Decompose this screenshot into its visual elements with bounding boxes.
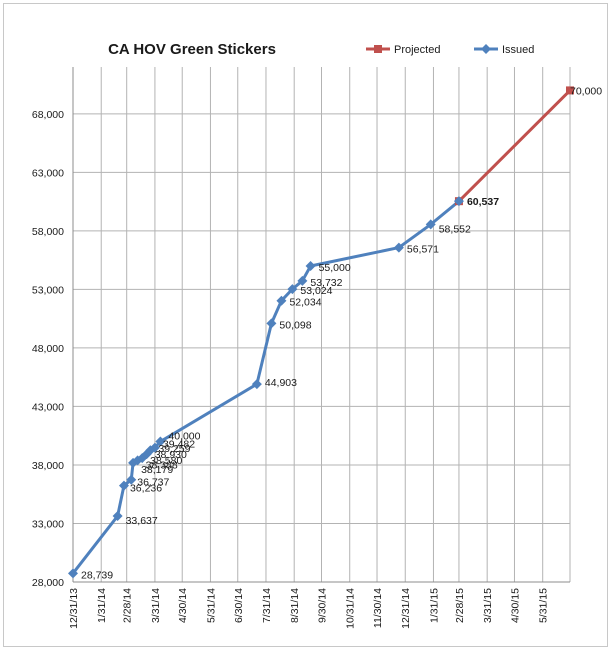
y-tick-label: 53,000 (32, 284, 64, 296)
marker-issued (287, 284, 298, 295)
data-label: 56,571 (407, 244, 439, 256)
data-label: 70,000 (570, 85, 602, 97)
x-tick-label: 11/30/14 (372, 588, 384, 628)
data-label: 28,739 (81, 569, 113, 581)
legend-label-issued: Issued (502, 44, 534, 56)
marker-issued (297, 275, 308, 286)
legend-label-projected: Projected (394, 44, 440, 56)
series-markers (68, 86, 574, 579)
marker-issued (276, 295, 287, 306)
x-tick-label: 8/31/14 (289, 588, 301, 623)
y-axis-tick-labels: 28,000 33,000 38,000 43,000 48,000 53,000 58,0… (32, 109, 64, 589)
data-label: 58,552 (439, 223, 471, 235)
axes (72, 67, 570, 583)
x-tick-label: 10/31/14 (345, 588, 357, 629)
data-label: 53,024 (300, 285, 332, 297)
marker-issued (425, 219, 436, 230)
series-line-projected (457, 89, 572, 203)
x-tick-label: 3/31/15 (482, 588, 494, 623)
data-label: 52,034 (289, 297, 321, 309)
x-tick-label: 4/30/15 (509, 588, 521, 623)
marker-issued (112, 511, 123, 522)
data-label: 60,537 (467, 196, 499, 208)
x-axis-tick-labels: 12/31/13 1/31/14 2/28/14 3/31/14 4/30/14 5/31… (68, 588, 550, 629)
y-tick-label: 28,000 (32, 577, 64, 589)
marker-issued (305, 260, 316, 271)
marker-issued (266, 318, 277, 329)
marker-issued (393, 242, 404, 253)
y-tick-label: 43,000 (32, 401, 64, 413)
x-tick-label: 3/31/14 (150, 588, 162, 623)
marker-issued (251, 379, 262, 390)
marker-issued (118, 480, 129, 491)
data-label: 38,179 (141, 464, 173, 476)
y-tick-label: 68,000 (32, 109, 64, 121)
marker-issued (453, 196, 464, 207)
data-label: 36,236 (130, 483, 162, 495)
chart-title: CA HOV Green Stickers (108, 41, 276, 58)
legend-marker-projected (374, 45, 382, 53)
y-tick-label: 58,000 (32, 226, 64, 238)
data-label: 38,580 (150, 455, 182, 467)
x-tick-label: 7/31/14 (261, 588, 273, 623)
data-label: 50,098 (279, 319, 311, 331)
x-tick-label: 5/31/15 (538, 588, 550, 623)
x-tick-label: 5/31/14 (205, 588, 217, 623)
data-label: 39,259 (158, 443, 190, 455)
data-label: 38,388 (146, 459, 178, 471)
data-label: 36,737 (137, 477, 169, 489)
marker-issued (149, 442, 160, 453)
y-tick-label: 63,000 (32, 167, 64, 179)
x-tick-label: 1/31/15 (428, 588, 440, 623)
y-tick-label: 48,000 (32, 343, 64, 355)
x-tick-label: 1/31/14 (96, 588, 108, 623)
y-tick-label: 33,000 (32, 518, 64, 530)
data-label: 40,000 (168, 431, 200, 443)
marker-projected (566, 86, 574, 95)
marker-issued (68, 568, 78, 579)
legend-marker-issued (481, 44, 491, 54)
data-labels: 60,537 70,000 28,739 33,637 36,23636,73738,1… (81, 85, 602, 581)
x-tick-label: 12/31/13 (68, 588, 80, 629)
data-label: 39,482 (163, 439, 195, 451)
legend: Projected Issued (366, 44, 534, 56)
x-tick-label: 9/30/14 (317, 588, 329, 623)
data-label: 38,930 (155, 449, 187, 461)
x-tick-label: 6/30/14 (233, 588, 245, 623)
y-tick-label: 38,000 (32, 460, 64, 472)
data-label: 44,903 (265, 377, 297, 389)
chart-area: 28,000 33,000 38,000 43,000 48,000 53,000 58,0… (3, 3, 608, 647)
x-tick-label: 12/31/14 (400, 588, 412, 629)
gridlines (72, 67, 571, 583)
data-label: 33,637 (126, 515, 158, 527)
x-tick-label: 4/30/14 (177, 588, 189, 623)
marker-issued (155, 436, 166, 447)
data-label: 53,732 (310, 277, 342, 289)
chart-svg: 28,000 33,000 38,000 43,000 48,000 53,000 58,0… (32, 41, 602, 629)
data-label: 55,000 (319, 262, 351, 274)
x-tick-label: 2/28/14 (122, 588, 134, 623)
x-tick-label: 2/28/15 (454, 588, 466, 623)
marker-issued (126, 474, 137, 485)
